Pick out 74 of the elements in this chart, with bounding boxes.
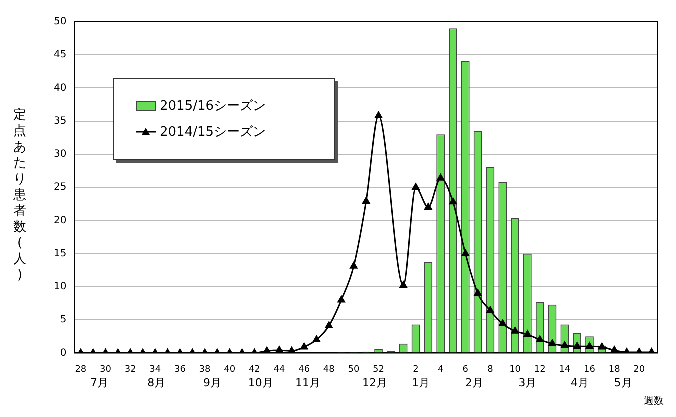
- text: 9月: [203, 376, 222, 390]
- point: [374, 112, 383, 119]
- point: [276, 346, 284, 354]
- point: [524, 330, 532, 338]
- x-tick-label: 48: [323, 364, 336, 375]
- point: [598, 342, 606, 350]
- text: 5月: [614, 376, 632, 390]
- point: [536, 336, 544, 342]
- text: 8月: [148, 376, 166, 390]
- x-tick-label: 42: [248, 364, 260, 375]
- x-tick-label: 6: [462, 364, 469, 375]
- text: 12月: [362, 376, 388, 390]
- text: 1月: [412, 376, 430, 390]
- x-tick-label: 44: [274, 364, 286, 375]
- point: [424, 203, 432, 210]
- legend-label: 2015/16シーズン: [160, 98, 266, 115]
- x-tick-label: 14: [559, 364, 571, 375]
- text: 4月: [570, 376, 589, 390]
- x-tick-label: 20: [634, 364, 646, 375]
- point: [350, 262, 358, 269]
- x-tick-label: 8: [488, 364, 494, 375]
- x-tick-label: 12: [534, 364, 546, 375]
- y-tick-label: 10: [54, 282, 67, 293]
- x-tick-label: 36: [174, 364, 186, 375]
- x-tick-label: 38: [199, 364, 212, 375]
- point: [437, 174, 445, 181]
- point: [449, 198, 458, 205]
- y-tick-label: 45: [54, 50, 67, 61]
- point: [325, 322, 333, 329]
- text: 10月: [248, 376, 274, 390]
- point: [474, 289, 482, 296]
- point: [338, 296, 346, 303]
- legend-label: 2014/15シーズン: [160, 124, 266, 141]
- point: [300, 342, 308, 350]
- point: [561, 342, 569, 348]
- x-tick-label: 46: [298, 364, 310, 375]
- y-tick-label: 20: [54, 215, 67, 226]
- x-tick-label: 28: [75, 364, 87, 375]
- y-tick-label: 35: [54, 116, 67, 127]
- point: [412, 183, 420, 190]
- point: [486, 306, 494, 314]
- x-tick-label: 30: [100, 364, 112, 375]
- x-tick-label: 40: [224, 364, 236, 375]
- x-tick-label: 10: [510, 364, 522, 375]
- text: 2月: [465, 376, 484, 390]
- y-tick-label: 50: [54, 16, 67, 28]
- x-axis-title: 週数: [644, 395, 664, 408]
- x-tick-label: 18: [608, 364, 621, 375]
- y-tick-label: 40: [54, 82, 67, 94]
- point: [548, 340, 556, 346]
- point: [512, 327, 520, 334]
- text: 3月: [518, 376, 537, 390]
- point: [462, 250, 470, 256]
- y-tick-label: 5: [60, 314, 67, 326]
- y-tick-label: 30: [54, 149, 67, 160]
- point: [362, 197, 370, 204]
- y-tick-label: 25: [54, 182, 67, 194]
- point: [312, 336, 321, 342]
- x-tick-label: 4: [438, 364, 444, 375]
- x-tick-label: 50: [348, 364, 360, 375]
- x-tick-label: 34: [150, 364, 162, 375]
- text: 11月: [296, 376, 321, 390]
- text: 定点あたり患者数(人): [14, 108, 26, 283]
- x-tick-label: 2: [413, 364, 419, 375]
- point: [400, 281, 408, 288]
- text: 7月: [90, 376, 109, 390]
- x-tick-label: 52: [373, 364, 384, 375]
- x-tick-label: 32: [124, 364, 136, 375]
- y-tick-label: 15: [54, 248, 67, 260]
- x-tick-label: 16: [584, 364, 596, 375]
- y-tick-label: 0: [60, 348, 67, 359]
- point: [499, 320, 507, 327]
- point: [610, 346, 618, 354]
- point: [586, 342, 594, 350]
